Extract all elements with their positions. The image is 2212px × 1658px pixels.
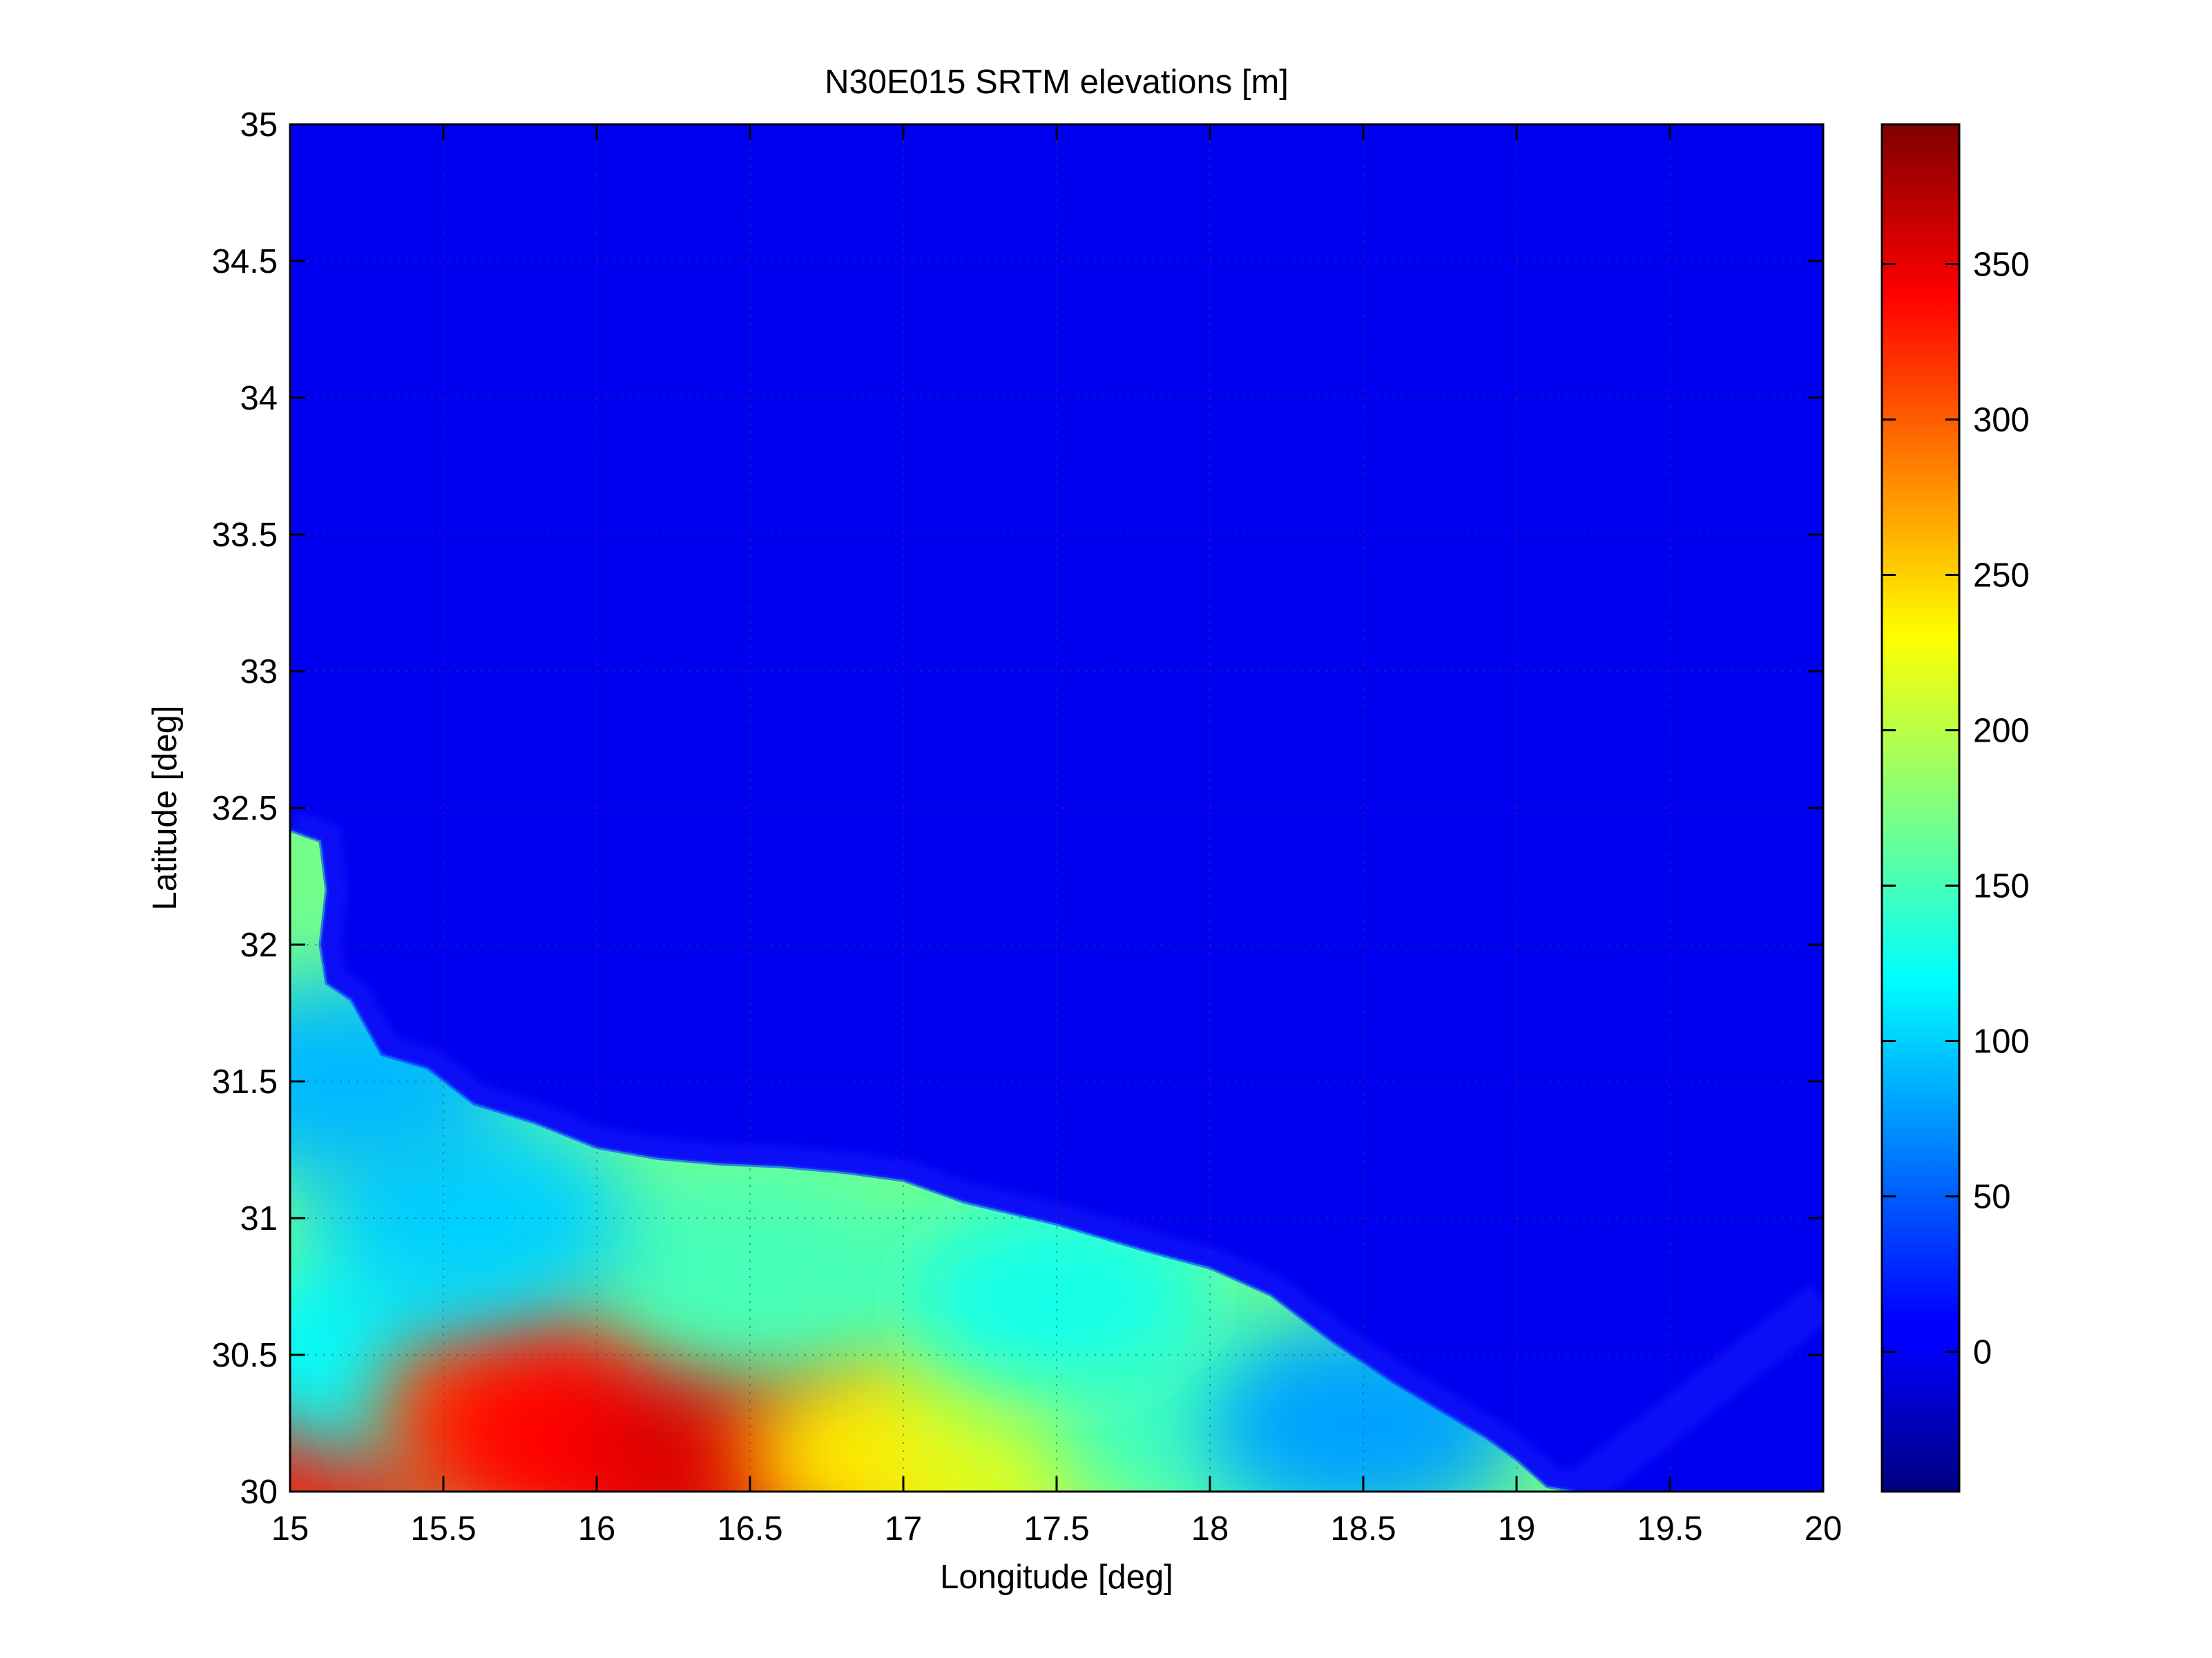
x-tick-label: 16.5 [717,1510,782,1548]
x-axis-ticks: 15 15.5 16 16.5 17 17.5 18 18.5 19 19.5 20 [271,124,1843,1548]
colorbar-tick-label: 100 [1973,1023,2030,1061]
y-tick-label: 33 [240,653,278,691]
y-tick-label: 34.5 [212,243,278,280]
elevation-region-9 [591,1169,909,1377]
x-tick-label: 20 [1805,1510,1843,1548]
colorbar-gradient [1882,124,1959,1492]
y-tick-label: 32 [240,927,278,964]
x-tick-label: 19.5 [1637,1510,1702,1548]
colorbar-ticks: 0 50 100 150 200 250 300 350 [1882,247,2030,1371]
x-tick-label: 15 [271,1510,309,1548]
heatmap-plot-area [290,124,1823,1492]
y-tick-label: 30.5 [212,1337,278,1374]
x-tick-label: 18.5 [1330,1510,1396,1548]
x-tick-label: 19 [1498,1510,1536,1548]
y-tick-label: 35 [240,106,278,144]
y-tick-label: 32.5 [212,790,278,827]
colorbar-tick-label: 150 [1973,868,2030,905]
colorbar-frame [1881,123,1961,1493]
x-tick-label: 16 [578,1510,616,1548]
colorbar-tick-label: 50 [1973,1179,2011,1216]
x-axis-label: Longitude [deg] [940,1559,1173,1596]
y-axis-ticks: 30 30.5 31 31.5 32 32.5 33 33.5 34 34.5 35 [212,106,1823,1511]
colorbar: 0 50 100 150 200 250 300 350 [1881,123,2030,1493]
x-tick-label: 18 [1191,1510,1229,1548]
y-tick-label: 31.5 [212,1063,278,1101]
y-axis-label: Latitude [deg] [146,706,184,911]
y-tick-label: 33.5 [212,517,278,554]
grid-lines [290,124,1823,1492]
x-tick-label: 17 [885,1510,923,1548]
y-tick-label: 30 [240,1474,278,1511]
colorbar-tick-label: 0 [1973,1334,1992,1371]
y-tick-label: 31 [240,1200,278,1237]
y-tick-label: 34 [240,380,278,417]
coastline [290,827,1579,1492]
x-tick-label: 15.5 [410,1510,476,1548]
colorbar-tick-label: 250 [1973,557,2030,595]
x-tick-label: 17.5 [1023,1510,1089,1548]
colorbar-tick-label: 300 [1973,402,2030,439]
colorbar-tick-label: 350 [1973,247,2030,284]
chart-title: N30E015 SRTM elevations [m] [825,64,1289,101]
colorbar-tick-label: 200 [1973,713,2030,750]
